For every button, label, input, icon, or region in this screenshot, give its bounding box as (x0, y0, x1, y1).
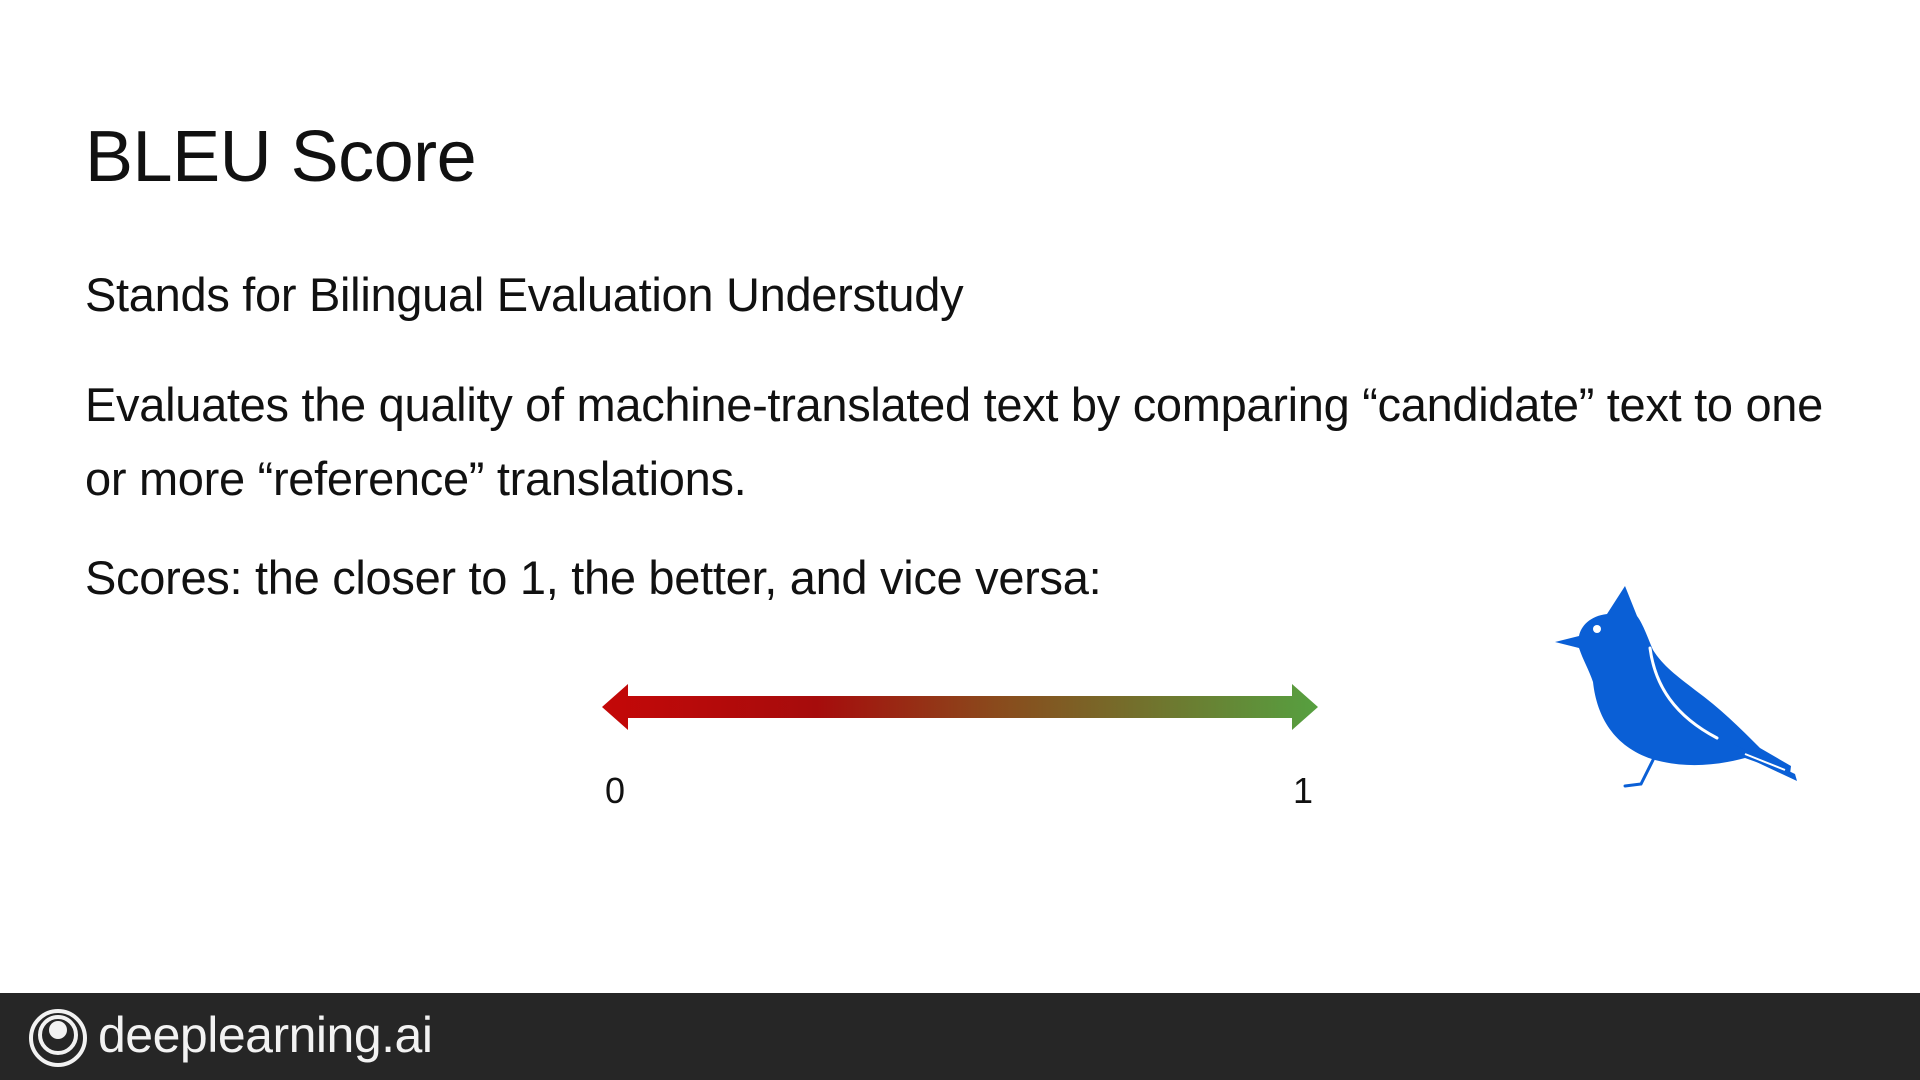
scale-min-label: 0 (604, 770, 626, 811)
slide-title: BLEU Score (85, 117, 477, 197)
score-scale: 0 1 (600, 670, 1320, 820)
definition-text: Stands for Bilingual Evaluation Understu… (85, 268, 964, 321)
score-scale-arrow-icon (602, 684, 1318, 730)
brand-name: deeplearning.ai (98, 1007, 433, 1063)
scores-text: Scores: the closer to 1, the better, and… (85, 551, 1102, 604)
scale-max-label: 1 (1292, 770, 1314, 811)
footer-bar: deeplearning.ai (0, 993, 1920, 1080)
deeplearning-logo-icon (28, 1008, 88, 1068)
description-text: Evaluates the quality of machine-transla… (85, 378, 1823, 505)
bluebird-icon (1545, 578, 1800, 798)
